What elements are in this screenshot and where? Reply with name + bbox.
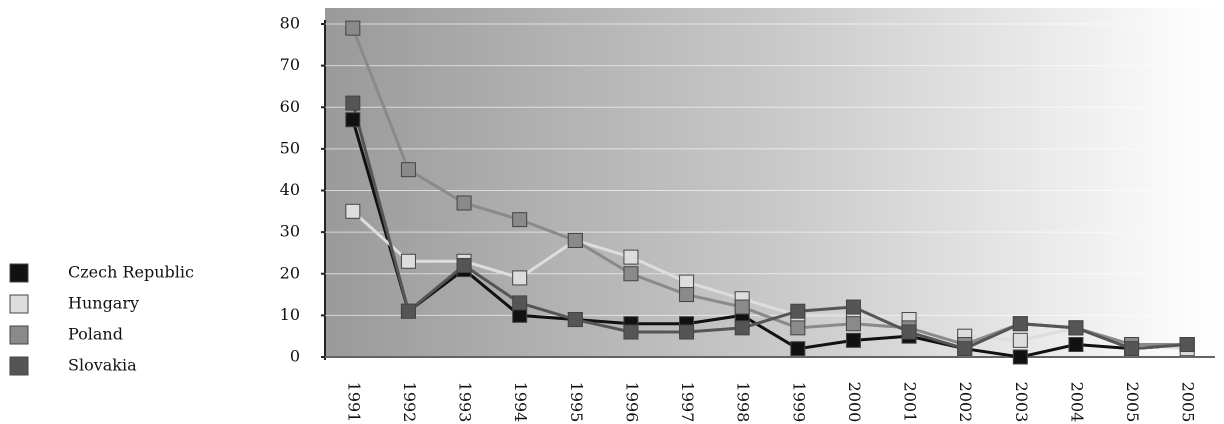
y-tick-label: 50 xyxy=(280,138,300,157)
y-tick-label: 70 xyxy=(280,55,300,74)
legend-swatch xyxy=(9,325,29,345)
point-marker xyxy=(345,20,361,36)
series-line xyxy=(351,119,1188,359)
legend-label: Poland xyxy=(68,325,123,344)
point-marker xyxy=(400,253,416,269)
point-marker xyxy=(1124,341,1140,357)
point-marker xyxy=(400,303,416,319)
point-marker xyxy=(679,324,695,340)
point-marker xyxy=(845,299,861,315)
point-marker xyxy=(790,320,806,336)
x-tick-label: 2000 xyxy=(845,382,864,423)
point-marker xyxy=(1068,337,1084,353)
legend-swatch xyxy=(9,294,29,314)
y-tick-label: 10 xyxy=(280,305,300,324)
point-marker xyxy=(679,287,695,303)
point-marker xyxy=(734,299,750,315)
point-marker xyxy=(623,249,639,265)
point-marker xyxy=(400,162,416,178)
x-tick-label: 1995 xyxy=(567,382,586,423)
point-marker xyxy=(845,316,861,332)
legend-swatch xyxy=(9,263,29,283)
legend-label: Hungary xyxy=(68,294,139,313)
series-line xyxy=(351,210,1188,351)
point-marker xyxy=(957,341,973,357)
y-tick-label: 80 xyxy=(280,14,300,33)
legend-swatch xyxy=(9,356,29,376)
point-marker xyxy=(512,295,528,311)
point-marker xyxy=(790,303,806,319)
point-marker xyxy=(734,320,750,336)
x-tick-label: 1996 xyxy=(622,382,641,423)
x-tick-label: 1992 xyxy=(400,382,419,423)
y-tick-label: 30 xyxy=(280,222,300,241)
point-marker xyxy=(1068,320,1084,336)
point-marker xyxy=(1012,349,1028,365)
plot-background xyxy=(325,8,1215,357)
point-marker xyxy=(679,274,695,290)
point-marker xyxy=(901,324,917,340)
point-marker xyxy=(456,257,472,273)
point-marker xyxy=(623,266,639,282)
point-marker xyxy=(623,324,639,340)
x-tick-label: 1997 xyxy=(678,382,697,423)
y-tick-label: 40 xyxy=(280,180,300,199)
point-marker xyxy=(512,270,528,286)
point-marker xyxy=(790,341,806,357)
x-tick-label: 2003 xyxy=(1012,382,1031,423)
x-tick-label: 2005 xyxy=(1123,382,1142,423)
series-line xyxy=(351,102,1188,351)
y-tick-label: 20 xyxy=(280,263,300,282)
point-marker xyxy=(456,195,472,211)
x-tick-label: 1999 xyxy=(789,382,808,423)
legend-label: Czech Republic xyxy=(68,263,194,282)
x-tick-label: 2002 xyxy=(956,382,975,423)
y-tick-label: 60 xyxy=(280,97,300,116)
point-marker xyxy=(512,307,528,323)
point-marker xyxy=(345,203,361,219)
x-tick-label: 2001 xyxy=(901,382,920,423)
x-tick-label: 2004 xyxy=(1067,382,1086,423)
legend-label: Slovakia xyxy=(68,356,137,375)
point-marker xyxy=(567,232,583,248)
x-tick-label: 1993 xyxy=(456,382,475,423)
y-tick-label: 0 xyxy=(290,347,300,366)
point-marker xyxy=(512,212,528,228)
point-marker xyxy=(567,312,583,328)
x-tick-label: 2005 xyxy=(1179,382,1198,423)
point-marker xyxy=(345,112,361,128)
x-tick-label: 1998 xyxy=(734,382,753,423)
x-tick-label: 1994 xyxy=(511,382,530,423)
x-tick-label: 1991 xyxy=(344,382,363,423)
point-marker xyxy=(1012,316,1028,332)
point-marker xyxy=(845,332,861,348)
point-marker xyxy=(1012,332,1028,348)
point-marker xyxy=(1179,337,1195,353)
point-marker xyxy=(345,95,361,111)
